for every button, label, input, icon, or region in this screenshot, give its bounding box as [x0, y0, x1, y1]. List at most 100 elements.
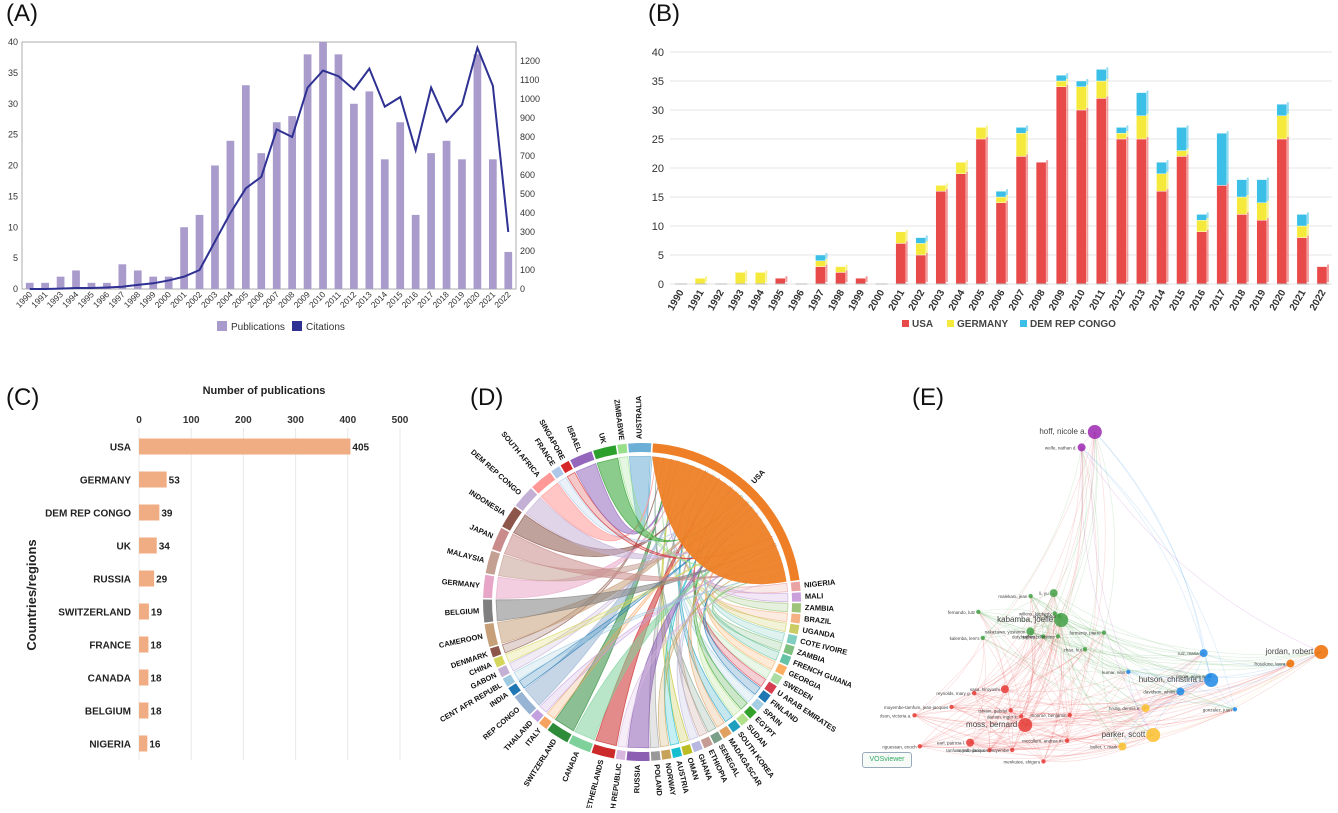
author-node — [1026, 627, 1035, 636]
publication-bar — [288, 116, 297, 289]
panel-b-chart: 0 5 10 15 20 25 30 35 40 1990 1991 1992 1993 1994 1995… — [640, 28, 1336, 348]
network-edge — [969, 637, 986, 743]
chord-arc — [710, 731, 723, 744]
stacked-bar-segment — [1236, 214, 1247, 285]
network-edge — [919, 675, 1210, 748]
publication-bar — [365, 91, 374, 290]
network-edge — [978, 611, 1022, 717]
plot-frame — [21, 41, 517, 290]
author-cocitation-network: moss, bernard earl, patricia l. sasa, hiro… — [879, 425, 1329, 764]
bar-3d-side — [1006, 195, 1009, 201]
network-edge — [1053, 431, 1096, 594]
publications-citations-chart: 0510152025303540010020030040050060070080… — [8, 37, 540, 333]
stacked-bar-segment — [1076, 80, 1087, 88]
network-edge — [970, 663, 1291, 744]
network-edge — [1010, 619, 1062, 711]
network-edge — [1081, 447, 1212, 681]
network-edge — [1103, 632, 1236, 710]
network-edge — [951, 651, 1322, 715]
bar-3d-side — [1146, 137, 1149, 282]
network-edge — [973, 637, 985, 694]
chord-arc — [727, 719, 741, 733]
stacked-bar-segment — [935, 190, 947, 285]
network-edge — [1010, 636, 1044, 711]
publication-bar — [334, 54, 343, 289]
network-edge — [989, 632, 1105, 751]
network-edge — [1128, 668, 1212, 681]
stacked-bar-segment — [1035, 161, 1047, 285]
network-edge — [1030, 595, 1059, 637]
citations-line — [29, 44, 510, 290]
x-tick-label: 2002 — [907, 288, 928, 313]
x-tick-label: 1992 — [706, 288, 727, 313]
author-node — [1126, 669, 1131, 675]
category-label: DEM REP CONGO — [45, 509, 131, 520]
chord-arc — [770, 672, 783, 685]
network-edge — [1020, 631, 1034, 717]
chord-arc — [515, 488, 538, 512]
stacked-bar-segment — [1176, 150, 1187, 157]
network-edge — [951, 706, 1154, 740]
chord-arc — [691, 740, 703, 753]
chord-arc — [791, 603, 801, 613]
network-edge — [969, 689, 1006, 743]
x-tick-label: 2017 — [1208, 288, 1229, 313]
bar-3d-side — [1306, 224, 1309, 236]
author-label: wilkins, kimberly — [1019, 611, 1052, 616]
author-label: rimoin, anne w. — [1176, 674, 1206, 679]
category-label: UK — [117, 542, 132, 553]
stacked-bar-segment — [1296, 225, 1308, 238]
author-label: hoff, nicole a. — [1039, 427, 1086, 436]
network-edge — [1060, 619, 1146, 709]
chord-arc — [779, 653, 792, 666]
publication-bar — [72, 270, 80, 289]
chord-country-label: AUSTRALIA — [634, 395, 644, 439]
bar-3d-side — [925, 253, 928, 282]
network-edge — [914, 708, 1236, 737]
network-edge — [1010, 649, 1086, 711]
x-tick-label: 2001 — [887, 288, 908, 313]
network-edge — [951, 706, 1013, 751]
author-label: mccollum, andrea m. — [1022, 739, 1064, 744]
chord-arc — [661, 749, 672, 760]
network-edge — [1122, 675, 1210, 747]
network-edge — [1043, 714, 1071, 762]
bar-3d-side — [705, 276, 708, 282]
x-tick-label: 2003 — [927, 288, 948, 313]
author-label: kabamba, joelle — [997, 615, 1054, 624]
author-label: monroe, benjamin — [1030, 713, 1067, 718]
publication-bar — [56, 276, 65, 289]
publication-bar — [118, 264, 127, 289]
x-tick-label: 2010 — [1067, 288, 1088, 313]
network-edge — [969, 740, 1068, 750]
author-label: carroll, darin s. — [957, 748, 987, 753]
network-edge — [914, 714, 1123, 751]
network-edge — [1011, 447, 1084, 751]
network-edge — [1054, 613, 1154, 736]
network-edge — [1010, 431, 1096, 711]
stacked-bar-segment — [1136, 92, 1147, 116]
network-edge — [914, 619, 1062, 716]
category-label: GERMANY — [80, 476, 131, 487]
chord-arc — [483, 599, 494, 623]
author-label: earl, patricia l. — [937, 741, 965, 746]
author-node — [949, 704, 954, 710]
network-edge — [978, 611, 1059, 637]
network-edge — [1128, 651, 1322, 679]
publication-bar — [488, 159, 497, 289]
chord-arc — [791, 592, 801, 602]
network-edge — [982, 615, 1060, 639]
data-label: 39 — [161, 509, 173, 520]
stacked-bar-segment — [935, 185, 947, 192]
chord-arc — [615, 749, 626, 761]
stacked-bar-segment — [895, 243, 906, 285]
chord-country-label: CANADA — [560, 749, 581, 783]
bar-3d-side — [905, 241, 908, 282]
data-label: 18 — [150, 707, 162, 718]
network-edge — [1069, 431, 1106, 716]
network-edge — [1043, 675, 1210, 762]
category-label: RUSSIA — [93, 575, 131, 586]
x-tick-label: 2016 — [1188, 288, 1209, 313]
stacked-bar-segment — [1156, 161, 1167, 174]
right-tick-label: 700 — [520, 151, 535, 161]
